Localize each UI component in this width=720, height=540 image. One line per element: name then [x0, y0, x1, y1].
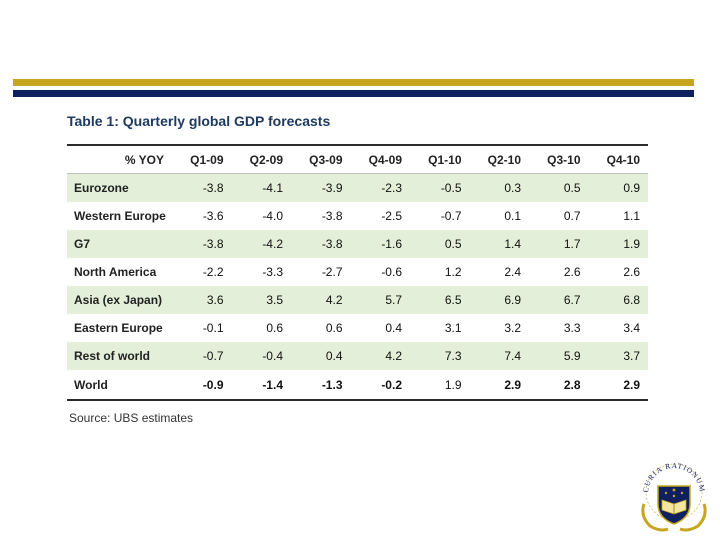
table-row: Rest of world -0.7 -0.4 0.4 4.2 7.3 7.4 … [67, 342, 648, 370]
table-cell: -1.6 [350, 230, 410, 258]
table-row: Eurozone -3.8 -4.1 -3.9 -2.3 -0.5 0.3 0.… [67, 173, 648, 202]
table-cell: 2.4 [504, 265, 521, 279]
table-cell: -4.2 [231, 230, 291, 258]
source-note: Source: UBS estimates [69, 411, 194, 425]
table-cell: -0.4 [231, 342, 291, 370]
row-label: G7 [67, 230, 172, 258]
row-label: Western Europe [74, 209, 166, 223]
column-header: Q1-10 [410, 146, 470, 174]
row-label: Eurozone [67, 173, 172, 202]
table-cell: 0.4 [385, 321, 402, 335]
table-cell: 3.6 [172, 286, 232, 314]
table-cell: 0.5 [529, 173, 589, 202]
table-cell: -1.4 [262, 377, 283, 392]
table-cell: 5.9 [529, 342, 589, 370]
table-row: North America -2.2 -3.3 -2.7 -0.6 1.2 2.… [67, 258, 648, 286]
table-cell: 3.3 [563, 321, 581, 335]
row-label: World [74, 377, 108, 392]
gdp-table-container: % YOY Q1-09 Q2-09 Q3-09 Q4-09 Q1-10 Q2-1… [67, 144, 648, 401]
table-cell: 2.9 [504, 377, 521, 392]
column-header: Q3-10 [529, 146, 589, 174]
table-cell: 6.5 [410, 286, 470, 314]
table-row: Western Europe -3.6 -4.0 -3.8 -2.5 -0.7 … [67, 202, 648, 230]
column-header: Q2-10 [469, 146, 529, 174]
seal-emblem: CURIA RATIONUM [641, 461, 707, 532]
table-cell: 0.9 [588, 173, 648, 202]
table-cell: -3.9 [291, 173, 351, 202]
table-cell: -4.0 [262, 209, 283, 223]
table-cell: 3.1 [444, 321, 462, 335]
table-cell: -3.8 [172, 173, 232, 202]
table-cell: 5.7 [350, 286, 410, 314]
table-cell: 0.4 [291, 342, 351, 370]
table-cell: -3.8 [291, 230, 351, 258]
table-row: G7 -3.8 -4.2 -3.8 -1.6 0.5 1.4 1.7 1.9 [67, 230, 648, 258]
column-header: Q1-09 [172, 146, 232, 174]
table-cell: 0.6 [325, 321, 343, 335]
table-cell: -3.3 [262, 265, 283, 279]
table-cell: -0.7 [172, 342, 232, 370]
table-row: Asia (ex Japan) 3.6 3.5 4.2 5.7 6.5 6.9 … [67, 286, 648, 314]
table-cell: -0.5 [410, 173, 470, 202]
table-cell: 4.2 [291, 286, 351, 314]
table-cell: -0.7 [440, 209, 462, 223]
table-cell: -2.5 [381, 209, 402, 223]
column-header: % YOY [67, 146, 172, 174]
table-cell: 1.9 [444, 377, 462, 392]
table-row-world: World -0.9 -1.4 -1.3 -0.2 1.9 2.9 2.8 2.… [67, 370, 648, 399]
table-cell: 2.6 [563, 265, 581, 279]
table-cell: 6.9 [469, 286, 529, 314]
table-bottom-rule [67, 399, 648, 401]
table-cell: -2.3 [350, 173, 410, 202]
table-header-row: % YOY Q1-09 Q2-09 Q3-09 Q4-09 Q1-10 Q2-1… [67, 146, 648, 174]
table-cell: -3.8 [321, 209, 343, 223]
table-cell: -0.1 [202, 321, 224, 335]
gold-header-bar [13, 79, 694, 86]
table-cell: 2.6 [623, 265, 640, 279]
table-cell: 0.1 [504, 209, 521, 223]
table-cell: 0.5 [410, 230, 470, 258]
row-label: North America [74, 265, 157, 279]
table-cell: 6.8 [588, 286, 648, 314]
row-label: Eastern Europe [74, 321, 163, 335]
table-cell: -3.8 [172, 230, 232, 258]
table-cell: 1.2 [444, 265, 462, 279]
table-cell: 3.7 [588, 342, 648, 370]
table-cell: 0.3 [469, 173, 529, 202]
table-cell: -2.2 [202, 265, 224, 279]
table-cell: 0.6 [266, 321, 283, 335]
column-header: Q2-09 [231, 146, 291, 174]
table-cell: 3.2 [504, 321, 521, 335]
table-cell: 2.9 [623, 377, 640, 392]
column-header: Q4-09 [350, 146, 410, 174]
table-cell: 7.3 [410, 342, 470, 370]
table-cell: -2.7 [321, 265, 343, 279]
table-cell: -0.9 [202, 377, 224, 392]
table-cell: 1.4 [469, 230, 529, 258]
table-cell: -1.3 [321, 377, 343, 392]
column-header: Q4-10 [588, 146, 648, 174]
gdp-forecast-table: % YOY Q1-09 Q2-09 Q3-09 Q4-09 Q1-10 Q2-1… [67, 146, 648, 399]
table-top-rule [67, 144, 648, 146]
column-header: Q3-09 [291, 146, 351, 174]
table-cell: 4.2 [350, 342, 410, 370]
table-cell: -0.6 [381, 265, 402, 279]
table-cell: 2.8 [563, 377, 581, 392]
table-cell: 3.4 [623, 321, 640, 335]
table-cell: 0.7 [563, 209, 581, 223]
table-cell: -0.2 [381, 377, 402, 392]
table-cell: -3.6 [202, 209, 224, 223]
table-cell: 7.4 [469, 342, 529, 370]
navy-header-bar [13, 90, 694, 97]
table-cell: 6.7 [529, 286, 589, 314]
table-row: Eastern Europe -0.1 0.6 0.6 0.4 3.1 3.2 … [67, 314, 648, 342]
table-cell: -4.1 [231, 173, 291, 202]
table-cell: 1.7 [529, 230, 589, 258]
table-cell: 3.5 [231, 286, 291, 314]
row-label: Asia (ex Japan) [67, 286, 172, 314]
table-title: Table 1: Quarterly global GDP forecasts [67, 113, 331, 129]
row-label: Rest of world [67, 342, 172, 370]
table-cell: 1.1 [623, 209, 640, 223]
table-cell: 1.9 [588, 230, 648, 258]
